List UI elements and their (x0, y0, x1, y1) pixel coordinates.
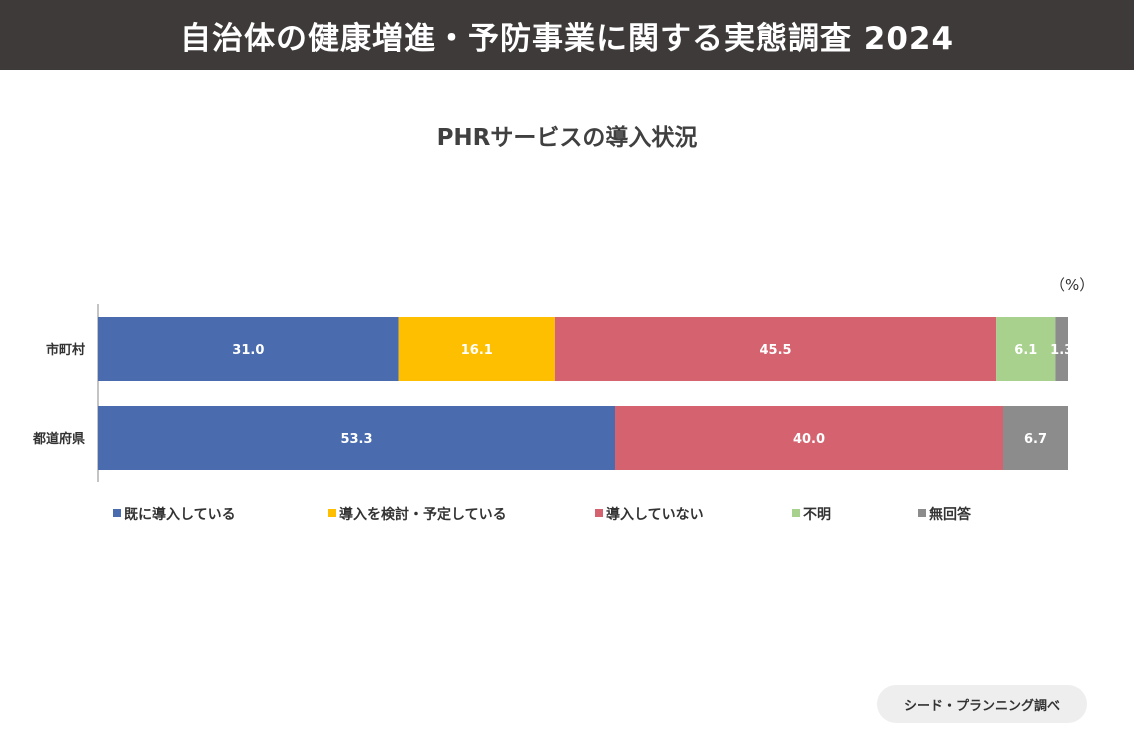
header-title: 自治体の健康増進・予防事業に関する実態調査 2024 (179, 20, 955, 57)
data-label: 31.0 (232, 343, 264, 358)
bar-segment (996, 317, 1056, 381)
chart-title: PHRサービスの導入状況 (436, 125, 698, 151)
data-label: 16.1 (461, 343, 493, 358)
bar-segment (398, 317, 555, 381)
data-label: 40.0 (793, 432, 825, 447)
bar-segment (1055, 317, 1068, 381)
category-label: 都道府県 (32, 431, 85, 447)
bar-segment (98, 317, 399, 381)
legend-swatch (918, 509, 926, 517)
data-label: 45.5 (760, 343, 792, 358)
legend-swatch (113, 509, 121, 517)
legend-swatch (792, 509, 800, 517)
header-bar: 自治体の健康増進・予防事業に関する実態調査 2024 (0, 0, 1134, 70)
data-label: 6.1 (1014, 343, 1037, 358)
legend-label: 既に導入している (124, 506, 236, 523)
source-text: シード・プランニング調べ (903, 698, 1060, 714)
source-badge: シード・プランニング調べ (877, 685, 1087, 723)
legend-label: 無回答 (929, 506, 972, 523)
data-label: 53.3 (340, 432, 372, 447)
legend-swatch (328, 509, 336, 517)
category-label: 市町村 (46, 342, 85, 358)
legend-label: 不明 (803, 507, 831, 523)
bar-segment (615, 406, 1004, 470)
bar-segment (1003, 406, 1068, 470)
data-label: 6.7 (1024, 432, 1047, 447)
data-label: 1.3 (1050, 343, 1073, 358)
unit-label: （%） (1050, 276, 1095, 294)
bar-segment (554, 317, 997, 381)
legend-label: 導入していない (606, 506, 704, 523)
legend-swatch (595, 509, 603, 517)
legend-label: 導入を検討・予定している (339, 506, 507, 523)
bar-segment (98, 406, 616, 470)
